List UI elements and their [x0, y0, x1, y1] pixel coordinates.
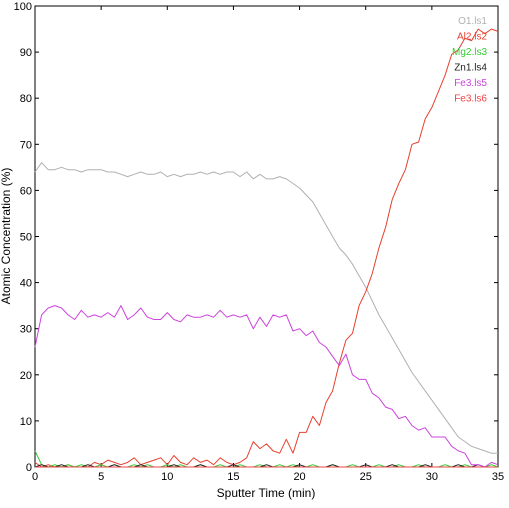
y-tick-label: 10 [20, 416, 32, 428]
y-tick-label: 40 [20, 278, 32, 290]
y-tick-label: 60 [20, 185, 32, 197]
legend-entry: Zn1.ls4 [454, 63, 487, 74]
y-tick-label: 0 [26, 462, 32, 474]
y-tick-label: 30 [20, 324, 32, 336]
x-tick-label: 25 [360, 471, 372, 483]
y-axis-ticks: 0 10 20 30 40 50 60 70 80 90 100 [14, 1, 498, 474]
series-line-1 [34, 28, 499, 468]
legend-entry: Al2.ls2 [457, 32, 487, 43]
x-tick-label: 20 [293, 471, 305, 483]
series-lines [34, 28, 499, 468]
legend-entry: Mg2.ls3 [452, 47, 487, 58]
y-tick-label: 20 [20, 370, 32, 382]
y-tick-label: 70 [20, 139, 32, 151]
x-tick-label: 30 [426, 471, 438, 483]
x-tick-label: 15 [227, 471, 239, 483]
series-line-0 [34, 162, 498, 454]
y-axis-label: Atomic Concentration (%) [0, 168, 13, 305]
legend-entry: Fe3.ls6 [454, 94, 487, 105]
x-tick-label: 5 [98, 471, 104, 483]
x-tick-label: 0 [32, 471, 38, 483]
legend-entry: Fe3.ls5 [454, 78, 487, 89]
y-tick-label: 100 [14, 1, 32, 13]
series-line-3 [34, 464, 498, 468]
y-tick-label: 80 [20, 93, 32, 105]
x-tick-label: 35 [492, 471, 504, 483]
x-axis-ticks: 0 5 10 15 20 25 30 35 [32, 6, 504, 483]
legend-entry: O1.ls1 [458, 16, 487, 27]
y-tick-label: 90 [20, 47, 32, 59]
y-tick-label: 50 [20, 232, 32, 244]
plot-area [34, 5, 499, 468]
x-axis-label: Sputter Time (min) [217, 486, 316, 500]
legend: O1.ls1 Al2.ls2 Mg2.ls3 Zn1.ls4 Fe3.ls5 Fe3.ls… [452, 16, 487, 105]
x-tick-label: 10 [161, 471, 173, 483]
series-line-4 [34, 305, 499, 468]
